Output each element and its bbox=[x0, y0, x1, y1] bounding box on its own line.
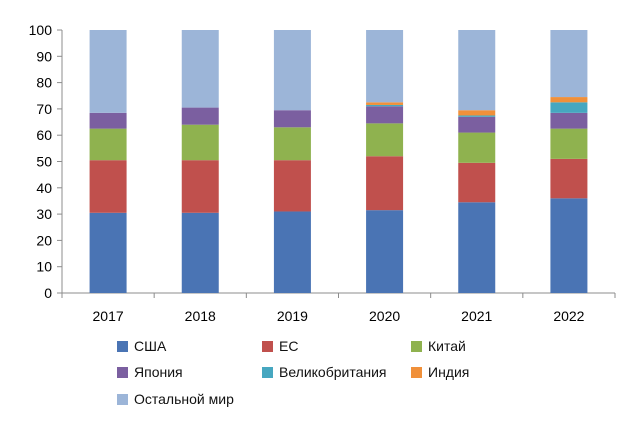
bar-segment-2020-s0 bbox=[366, 210, 404, 293]
bar-segment-2017-s6 bbox=[89, 30, 127, 113]
x-tick-label-2019: 2019 bbox=[277, 308, 308, 324]
y-tick-label: 80 bbox=[36, 75, 52, 91]
bar-segment-2020-s2 bbox=[366, 123, 404, 157]
bar-segment-2019-s1 bbox=[273, 160, 311, 212]
bar-segment-2018-s0 bbox=[181, 212, 219, 293]
y-tick-label: 40 bbox=[36, 180, 52, 196]
bar-segment-2021-s6 bbox=[458, 30, 496, 111]
bar-segment-2017-s0 bbox=[89, 212, 127, 293]
bar-segment-2018-s6 bbox=[181, 30, 219, 108]
bar-segment-2021-s4 bbox=[458, 115, 496, 117]
y-tick-label: 20 bbox=[36, 232, 52, 248]
bar-segment-2020-s1 bbox=[366, 156, 404, 211]
bar-segment-2017-s1 bbox=[89, 160, 127, 213]
bar-segment-2018-s3 bbox=[181, 107, 219, 125]
bar-segment-2018-s2 bbox=[181, 124, 219, 161]
bar-segment-2022-s5 bbox=[550, 97, 588, 103]
bar-segment-2017-s2 bbox=[89, 128, 127, 161]
bar-segment-2021-s0 bbox=[458, 202, 496, 293]
bar-segment-2021-s3 bbox=[458, 116, 496, 133]
bar-segment-2021-s2 bbox=[458, 132, 496, 163]
bar-segment-2022-s0 bbox=[550, 198, 588, 293]
bar-segment-2018-s1 bbox=[181, 160, 219, 213]
y-tick-label: 100 bbox=[29, 22, 53, 38]
bar-segment-2022-s3 bbox=[550, 112, 588, 129]
bar-segment-2020-s5 bbox=[366, 102, 404, 105]
bar-segment-2020-s6 bbox=[366, 30, 404, 103]
y-tick-label: 50 bbox=[36, 154, 52, 170]
bar-segment-2022-s4 bbox=[550, 102, 588, 113]
bar-segment-2017-s3 bbox=[89, 112, 127, 129]
y-tick-label: 10 bbox=[36, 259, 52, 275]
y-tick-label: 60 bbox=[36, 127, 52, 143]
bar-segment-2020-s3 bbox=[366, 106, 404, 124]
bar-segment-2022-s2 bbox=[550, 128, 588, 159]
x-tick-label-2021: 2021 bbox=[461, 308, 492, 324]
bar-segment-2020-s4 bbox=[366, 104, 404, 107]
x-tick-label-2018: 2018 bbox=[185, 308, 216, 324]
bar-segment-2019-s6 bbox=[273, 30, 311, 111]
x-tick-label-2022: 2022 bbox=[553, 308, 584, 324]
bar-segment-2019-s2 bbox=[273, 127, 311, 161]
bar-segment-2019-s0 bbox=[273, 211, 311, 293]
x-tick-label-2020: 2020 bbox=[369, 308, 400, 324]
x-tick-label-2017: 2017 bbox=[93, 308, 124, 324]
y-tick-label: 70 bbox=[36, 101, 52, 117]
y-tick-label: 90 bbox=[36, 48, 52, 64]
bar-segment-2021-s5 bbox=[458, 110, 496, 116]
bar-segment-2022-s6 bbox=[550, 30, 588, 98]
bar-segment-2019-s3 bbox=[273, 110, 311, 128]
bar-segment-2022-s1 bbox=[550, 158, 588, 199]
y-tick-label: 30 bbox=[36, 206, 52, 222]
y-tick-label: 0 bbox=[44, 285, 52, 301]
bar-segment-2021-s1 bbox=[458, 162, 496, 203]
